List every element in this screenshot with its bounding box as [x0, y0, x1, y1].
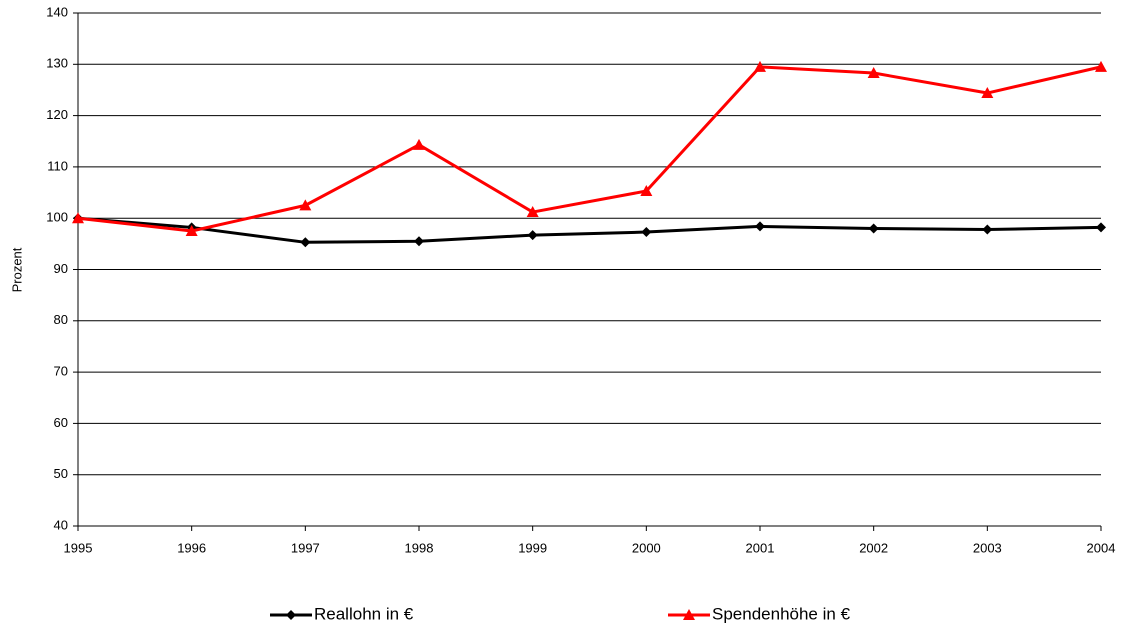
- marker: [414, 236, 424, 247]
- marker: [1095, 60, 1107, 72]
- marker: [981, 87, 994, 99]
- marker: [72, 212, 84, 224]
- x-tick-label: 2004: [1087, 540, 1116, 555]
- marker: [527, 230, 538, 241]
- y-tick-label: 130: [46, 56, 68, 71]
- legend-label: Spendenhöhe in €: [712, 604, 851, 623]
- marker: [413, 138, 425, 150]
- x-tick-label: 1995: [64, 540, 93, 555]
- y-tick-label: 100: [46, 210, 68, 225]
- legend-marker: [286, 610, 296, 620]
- marker: [1096, 222, 1106, 233]
- y-tick-label: 70: [54, 364, 68, 379]
- y-tick-label: 140: [46, 4, 68, 19]
- y-tick-label: 60: [54, 415, 68, 430]
- series-line: [77, 65, 1102, 233]
- legend-item: Spendenhöhe in €: [668, 604, 851, 623]
- x-tick-label: 1996: [177, 540, 206, 555]
- y-tick-label: 110: [47, 158, 68, 173]
- y-tick-label: 80: [54, 312, 68, 327]
- legend-item: Reallohn in €: [270, 604, 414, 623]
- x-tick-label: 2003: [973, 540, 1002, 555]
- marker: [299, 199, 312, 211]
- series-line: [77, 216, 1102, 244]
- x-tick-label: 2000: [632, 540, 661, 555]
- marker: [641, 227, 652, 238]
- marker: [982, 224, 993, 235]
- x-tick-label: 2001: [746, 540, 775, 555]
- x-tick-label: 1998: [405, 540, 434, 555]
- y-tick-label: 120: [46, 107, 68, 122]
- marker: [300, 237, 311, 248]
- y-tick-label: 50: [54, 466, 68, 481]
- x-tick-label: 1999: [518, 540, 547, 555]
- marker: [526, 206, 539, 218]
- marker: [867, 67, 880, 79]
- legend-label: Reallohn in €: [314, 604, 414, 623]
- marker: [754, 60, 766, 72]
- y-axis-label: Prozent: [9, 247, 24, 292]
- x-tick-label: 1997: [291, 540, 320, 555]
- marker: [868, 223, 879, 234]
- marker: [755, 221, 765, 232]
- marker: [640, 185, 653, 197]
- y-tick-label: 40: [54, 517, 68, 532]
- x-tick-label: 2002: [859, 540, 888, 555]
- legend-marker: [683, 609, 695, 620]
- y-tick-label: 90: [54, 261, 68, 276]
- marker: [185, 225, 198, 237]
